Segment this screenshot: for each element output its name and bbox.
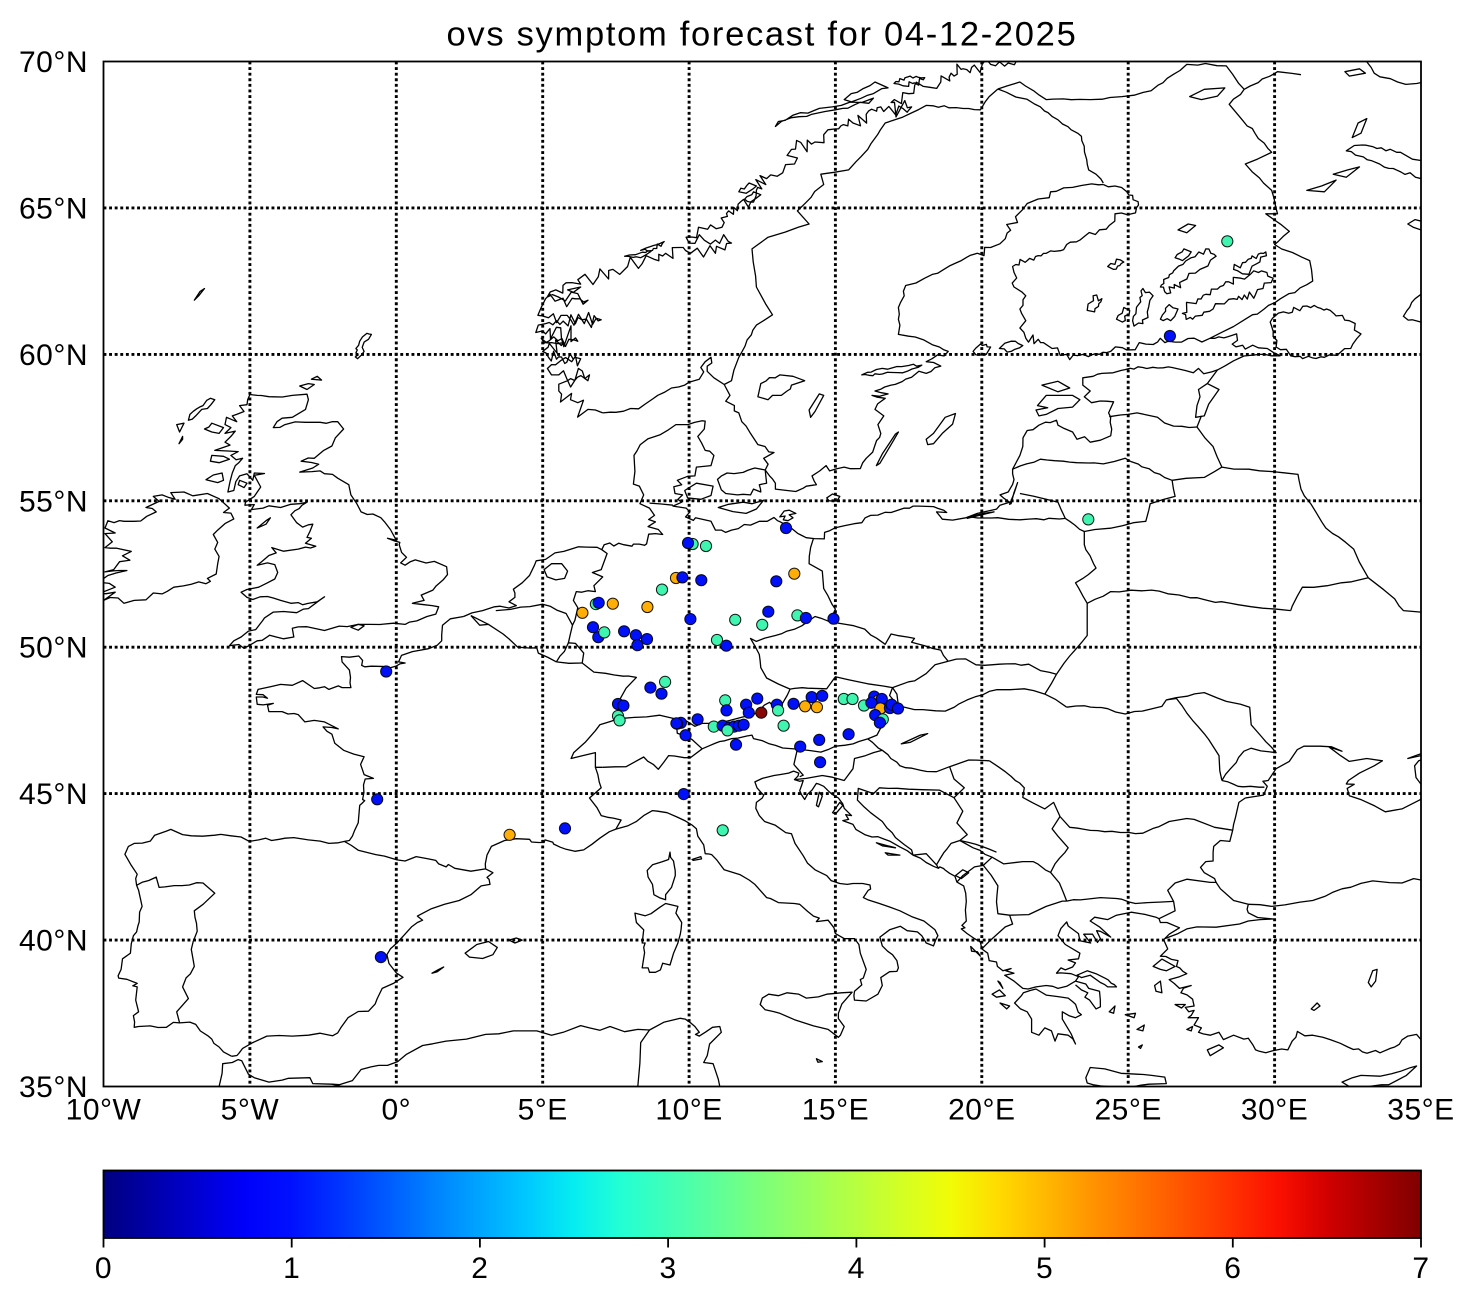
svg-text:40°N: 40°N (19, 925, 88, 958)
svg-text:7: 7 (1412, 1252, 1429, 1285)
svg-text:50°N: 50°N (19, 632, 88, 665)
svg-text:35°E: 35°E (1387, 1094, 1454, 1127)
svg-text:20°E: 20°E (948, 1094, 1015, 1127)
svg-text:0: 0 (95, 1252, 112, 1285)
svg-text:2: 2 (471, 1252, 488, 1285)
svg-text:30°E: 30°E (1241, 1094, 1308, 1127)
svg-text:3: 3 (660, 1252, 677, 1285)
svg-text:55°N: 55°N (19, 485, 88, 518)
svg-text:5°E: 5°E (518, 1094, 568, 1127)
svg-text:5°W: 5°W (221, 1094, 280, 1127)
svg-text:0°: 0° (381, 1094, 411, 1127)
svg-text:35°N: 35°N (19, 1071, 88, 1104)
svg-text:1: 1 (283, 1252, 300, 1285)
svg-text:10°W: 10°W (66, 1094, 142, 1127)
svg-text:6: 6 (1224, 1252, 1241, 1285)
svg-text:10°E: 10°E (655, 1094, 722, 1127)
svg-text:65°N: 65°N (19, 192, 88, 225)
svg-text:60°N: 60°N (19, 339, 88, 372)
svg-text:ovs symptom forecast for 04-12: ovs symptom forecast for 04-12-2025 (447, 16, 1078, 54)
svg-text:45°N: 45°N (19, 778, 88, 811)
svg-text:5: 5 (1036, 1252, 1053, 1285)
svg-text:15°E: 15°E (802, 1094, 869, 1127)
svg-text:70°N: 70°N (19, 46, 88, 79)
svg-text:25°E: 25°E (1095, 1094, 1162, 1127)
svg-text:4: 4 (848, 1252, 865, 1285)
